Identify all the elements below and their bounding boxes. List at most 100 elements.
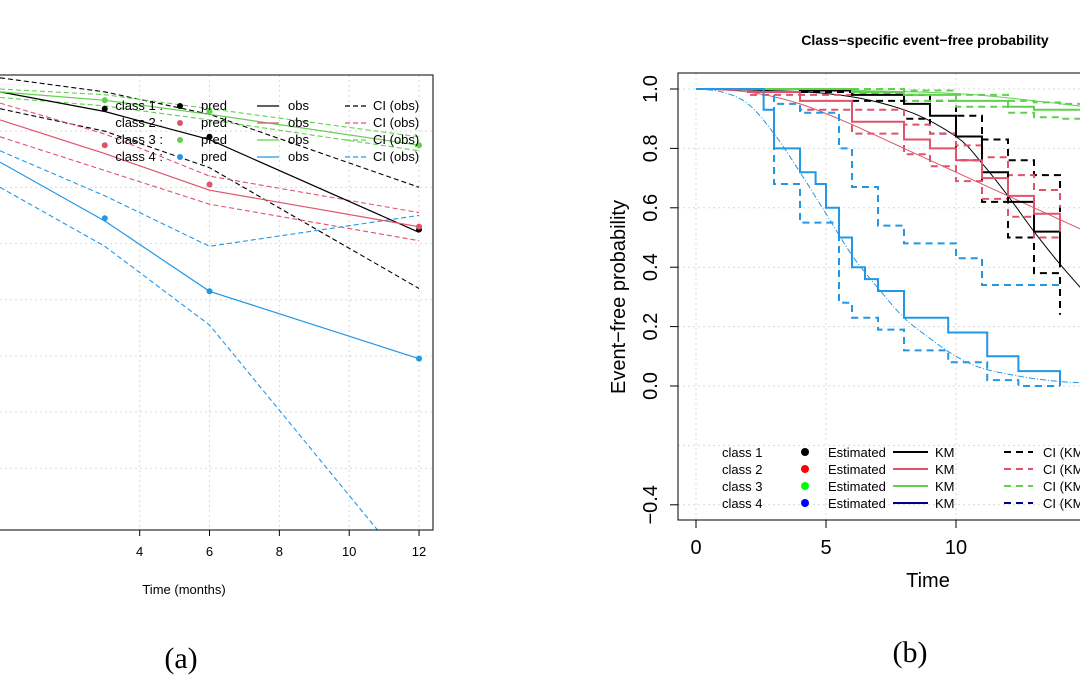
panel-b-legend-row-1: class 1 Estimated KM CI (KM) [722,445,1080,460]
legend-b-class-2-ci: CI (KM) [1043,462,1080,477]
panel-a-class-3-pred-point [206,108,213,115]
panel-a-x-tick-label: 8 [276,544,283,559]
panel-a-class-1-obs-line [0,91,420,233]
legend-a-class-3-pred: pred [201,132,227,147]
panel-b-x-tick-label: 0 [690,537,701,559]
panel-b-km-curves [696,88,1080,386]
panel-a-x-tick-label: 4 [136,544,143,559]
legend-a-class-1-pred: pred [201,98,227,113]
legend-b-class-2-est: Estimated [828,462,886,477]
panel-b-x-label: Time [906,570,950,592]
panel-b-class-4-km [696,88,1061,386]
panel-b-class-4-estimated [695,88,1080,384]
panel-b-class-2-km [696,88,1061,232]
legend-b-class-1-marker [801,448,809,456]
panel-a-x-tick-label: 12 [412,544,426,559]
panel-a-grid [0,74,433,530]
panel-b-caption: (b) [893,636,928,669]
panel-b-title: Class−specific event−free probability [801,32,1049,48]
panel-b-legend-row-2: class 2 Estimated KM CI (KM) [722,462,1080,477]
panel-a-caption: (a) [164,642,197,675]
panel-b-estimated-curves [695,88,1080,384]
legend-b-class-2-km: KM [935,462,955,477]
panel-b-x-tick-label: 10 [945,537,967,559]
panel-b-class-1-estimated [695,88,1080,288]
panel-a-class-3-ci-upper [0,88,420,138]
panel-a-obs-lines [0,91,420,360]
panel-b-y-tick-label: 0.4 [640,253,662,281]
panel-a-class-4-ci-upper [0,150,420,247]
legend-a-class-4-label: class 4 : [115,149,163,164]
panel-a-axes [0,74,434,531]
panel-a-legend-row-2: class 2 : pred obs CI (obs) [115,115,419,130]
panel-a-legend-row-4: class 4 : pred obs CI (obs) [115,149,419,164]
legend-b-class-1-km: KM [935,445,955,460]
panel-b-y-tick-label: 0.0 [640,372,662,400]
legend-b-class-4-ci: CI (KM) [1043,496,1080,511]
panel-b-legend-row-4: class 4 Estimated KM CI (KM) [722,496,1080,511]
panel-b-x-tick-label: 5 [820,537,831,559]
legend-b-class-4-est: Estimated [828,496,886,511]
panel-a-class-1-pred-point [206,133,213,140]
panel-a-class-2-pred-point [206,181,213,188]
legend-b-class-1-label: class 1 [722,445,762,460]
legend-b-class-3-marker [801,482,809,490]
legend-a-class-1-ci: CI (obs) [373,98,419,113]
panel-b-axes [677,72,1080,521]
panel-b-class-3-ci-upper [696,88,1080,105]
panel-a-x-label: Time (months) [142,582,225,597]
panel-b-ci-curves [696,88,1080,387]
panel-b-legend-row-3: class 3 Estimated KM CI (KM) [722,479,1080,494]
panel-a-class-4-pred-point [206,288,213,295]
panel-a-class-1-ci-upper [0,77,420,188]
legend-a-class-1-label: class 1 : [115,98,163,113]
panel-a-legend: class 1 : pred obs CI (obs) class 2 : pr… [115,98,419,164]
legend-a-class-3-label: class 3 : [115,132,163,147]
panel-a-class-1-ci-lower [0,108,420,289]
legend-a-class-2-pred: pred [201,115,227,130]
panel-a-x-ticks: 4 6 8 10 12 [136,530,426,559]
panel-a: 4 6 8 10 12 Time (months) class 1 : pred obs… [0,74,434,675]
panel-a-class-4-pred-point [101,215,108,222]
panel-a-legend-row-3: class 3 : pred obs CI (obs) [115,132,419,147]
legend-a-class-2-ci: CI (obs) [373,115,419,130]
panel-a-class-4-obs-line [0,161,420,360]
panel-a-class-3-pred-point [416,142,423,149]
legend-a-class-3-ci: CI (obs) [373,132,419,147]
panel-a-ci-lines [0,77,420,530]
legend-a-class-1-pred-marker [177,103,183,109]
legend-a-class-2-pred-marker [177,120,183,126]
panel-a-x-tick-label: 10 [342,544,356,559]
panel-a-class-2-pred-point [101,142,108,149]
legend-a-class-3-pred-marker [177,137,183,143]
panel-b-y-tick-label: −0.4 [640,485,662,524]
legend-a-class-2-label: class 2 : [115,115,163,130]
panel-b-class-3-km [696,88,1080,111]
panel-a-class-2-obs-line [0,119,420,228]
legend-b-class-3-ci: CI (KM) [1043,479,1080,494]
legend-b-class-4-marker [801,499,809,507]
panel-b-y-tick-label: 0.6 [640,194,662,222]
panel-a-class-1-pred-point [101,105,108,112]
legend-b-class-3-label: class 3 [722,479,762,494]
panel-a-class-4-pred-point [416,355,423,362]
legend-b-class-3-km: KM [935,479,955,494]
panel-a-legend-row-1: class 1 : pred obs CI (obs) [115,98,419,113]
legend-a-class-1-obs: obs [288,98,309,113]
panel-b-legend: class 1 Estimated KM CI (KM) class 2 Est… [722,445,1080,511]
panel-b-class-2-ci-upper [696,88,1061,208]
legend-a-class-4-obs: obs [288,149,309,164]
legend-a-class-2-obs: obs [288,115,309,130]
panel-b-y-ticks: −0.4 0.0 0.2 0.4 0.6 0.8 1.0 [640,75,678,525]
panel-a-class-3-obs-line [0,91,420,146]
legend-b-class-1-ci: CI (KM) [1043,445,1080,460]
panel-b-class-4-ci-upper [696,88,1060,286]
panel-a-x-tick-label: 6 [206,544,213,559]
panel-a-class-4-ci-lower [0,186,379,530]
panel-a-class-2-ci-upper [0,102,420,214]
legend-b-class-4-label: class 4 [722,496,762,511]
panel-b-y-tick-label: 0.2 [640,313,662,341]
panel-a-class-3-pred-point [101,97,108,104]
panel-b: Class−specific event−free probability 0 5… [608,32,1080,669]
